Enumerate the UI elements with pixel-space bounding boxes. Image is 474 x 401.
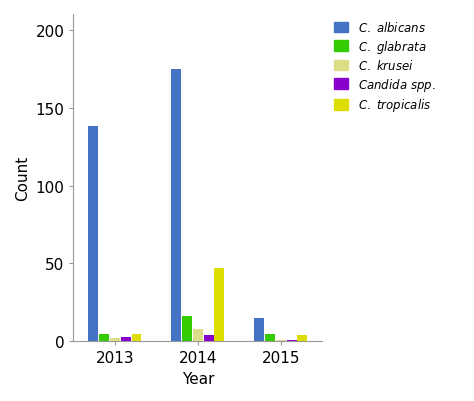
Bar (298, 335, 307, 342)
Legend: $\it{C.\ albicans}$, $\it{C.\ glabrata}$, $\it{C.\ krusei}$, $\it{Candida\ spp.}: $\it{C.\ albicans}$, $\it{C.\ glabrata}$… (331, 18, 439, 117)
Bar (110, 338, 120, 342)
Bar (255, 318, 264, 342)
Bar (193, 329, 203, 342)
X-axis label: Year: Year (182, 371, 214, 386)
Bar (121, 337, 131, 342)
Bar (215, 268, 224, 342)
Bar (172, 69, 181, 342)
Bar (132, 334, 141, 342)
Bar (204, 335, 214, 342)
Bar (182, 317, 192, 342)
Bar (265, 334, 275, 342)
Bar (89, 127, 98, 342)
Bar (276, 340, 286, 342)
Y-axis label: Count: Count (15, 156, 30, 201)
Bar (287, 340, 297, 342)
Bar (99, 334, 109, 342)
